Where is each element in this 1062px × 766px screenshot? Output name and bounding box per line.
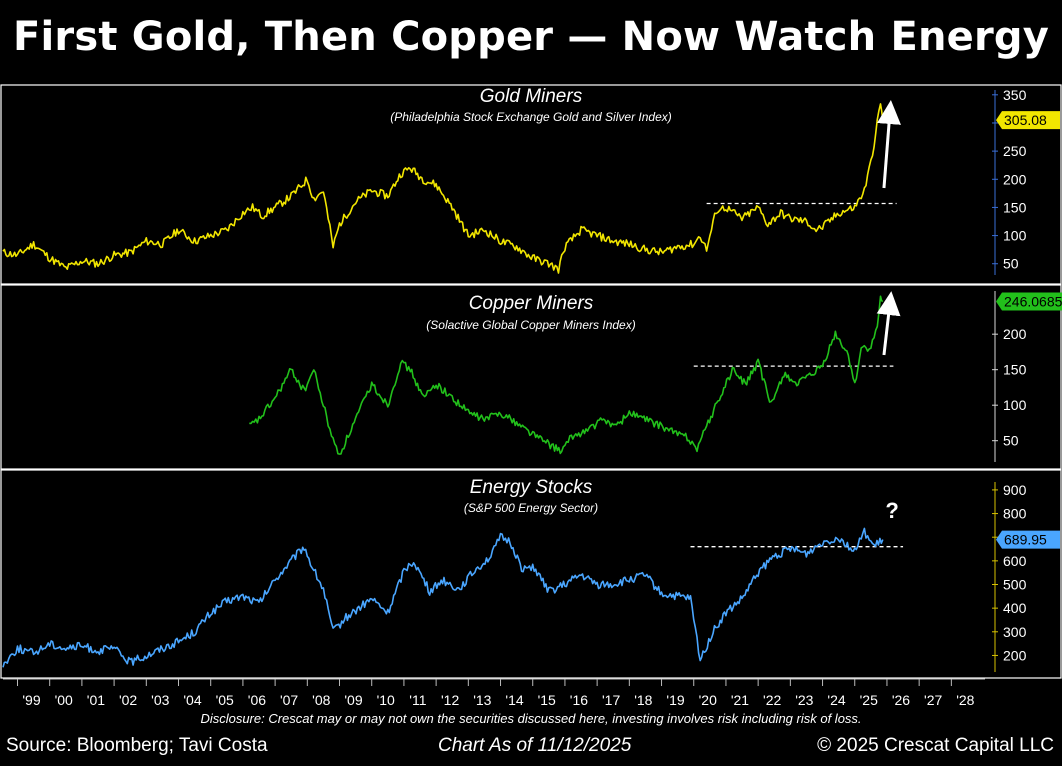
x-tick-label: '14 [505,692,523,708]
gold-panel-title: Gold Miners [480,86,583,107]
x-tick-label: '02 [119,692,137,708]
x-tick-label: '00 [55,692,73,708]
x-tick-label: '04 [183,692,201,708]
as-of-text: Chart As of 11/12/2025 [438,735,632,756]
energy-panel-title: Energy Stocks [470,477,593,498]
copyright-text: © 2025 Crescat Capital LLC [817,735,1054,756]
gold-last-value-label: 305.08 [1004,112,1047,128]
energy-series-line [2,527,884,668]
gold-last-value-badge [996,111,1060,130]
x-tick-label: '26 [892,692,910,708]
x-tick-label: '21 [731,692,749,708]
gold-panel-subtitle: (Philadelphia Stock Exchange Gold and Si… [390,110,672,124]
x-tick-label: '22 [763,692,781,708]
energy-y-tick-label: 200 [1003,647,1027,663]
disclosure-text: Disclosure: Crescat may or may not own t… [200,711,862,726]
x-tick-label: '09 [344,692,362,708]
gold-y-tick-label: 50 [1003,256,1019,272]
copper-y-tick-label: 100 [1003,397,1027,413]
energy-y-tick-label: 900 [1003,482,1027,498]
panel-frame-energy [0,469,1062,679]
panel-frame-copper [0,284,1062,470]
energy-y-tick-label: 400 [1003,600,1027,616]
x-tick-label: '10 [377,692,395,708]
x-tick-label: '27 [924,692,942,708]
gold-series-line [2,103,884,274]
gold-y-tick-label: 100 [1003,228,1027,244]
energy-y-tick-label: 600 [1003,553,1027,569]
x-tick-label: '13 [473,692,491,708]
page-title: First Gold, Then Copper — Now Watch Ener… [12,14,1050,60]
panel-frame-gold [0,84,1062,285]
copper-panel-title: Copper Miners [469,293,594,314]
energy-last-value-label: 689.95 [1004,532,1047,548]
x-tick-label: '01 [87,692,105,708]
copper-y-tick-label: 50 [1003,433,1019,449]
energy-y-tick-label: 500 [1003,577,1027,593]
copper-panel-subtitle: (Solactive Global Copper Miners Index) [426,318,635,332]
x-tick-label: '18 [634,692,652,708]
gold-y-tick-label: 250 [1003,143,1027,159]
x-tick-label: '25 [860,692,878,708]
x-tick-label: '99 [22,692,40,708]
x-tick-label: '07 [280,692,298,708]
copper-series-line [249,295,884,455]
x-tick-label: '16 [570,692,588,708]
gold-y-tick-label: 150 [1003,199,1027,215]
x-tick-label: '11 [409,692,426,708]
energy-panel-subtitle: (S&P 500 Energy Sector) [464,501,598,515]
x-tick-label: '12 [441,692,459,708]
energy-last-value-badge [996,530,1060,549]
x-tick-label: '24 [827,692,845,708]
gold-up-arrow-icon [877,100,901,189]
x-tick-label: '15 [538,692,556,708]
source-text: Source: Bloomberg; Tavi Costa [6,735,268,756]
x-tick-label: '19 [666,692,684,708]
x-tick-label: '06 [248,692,266,708]
x-tick-label: '23 [795,692,813,708]
energy-question-annotation: ? [885,498,898,523]
x-axis: '99 '00 '01 '02 '03 '04 '05 '06 '07 '08 '09 '10 '11 '… [3,678,985,708]
copper-last-value-badge [996,292,1062,311]
x-tick-label: '28 [956,692,974,708]
copper-up-arrow-icon [876,291,901,356]
copper-last-value-label: 246.0685 [1004,293,1062,309]
gold-y-tick-label: 200 [1003,171,1027,187]
gold-y-tick-label: 350 [1003,87,1027,103]
energy-y-tick-label: 300 [1003,624,1027,640]
x-tick-label: '17 [602,692,620,708]
copper-y-tick-label: 200 [1003,326,1027,342]
x-tick-label: '20 [699,692,717,708]
copper-y-tick-label: 150 [1003,362,1027,378]
x-tick-label: '03 [151,692,169,708]
x-tick-label: '05 [216,692,234,708]
x-tick-label: '08 [312,692,330,708]
energy-y-tick-label: 800 [1003,506,1027,522]
